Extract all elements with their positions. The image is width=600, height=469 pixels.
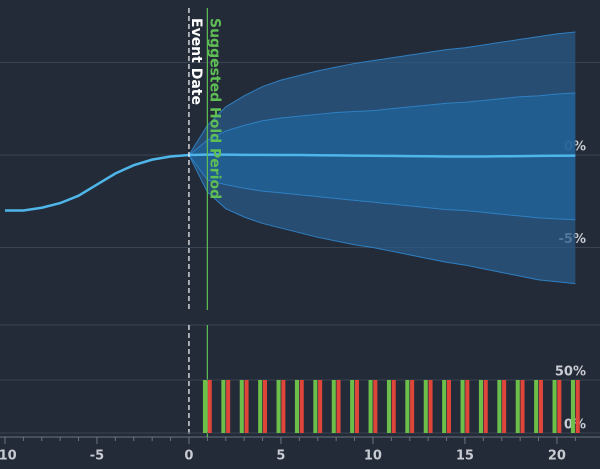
bar	[331, 380, 336, 434]
bar	[405, 380, 410, 434]
bar	[575, 380, 580, 434]
bar	[497, 380, 502, 434]
x-tick-label: -5	[90, 449, 104, 464]
x-tick-label: -10	[0, 449, 17, 464]
bar	[244, 380, 249, 434]
bar	[226, 380, 231, 434]
bar	[538, 380, 543, 434]
x-tick-label: 15	[456, 449, 474, 464]
x-tick-label: 0	[184, 449, 193, 464]
bar	[442, 380, 447, 434]
annotation-label: Event Date	[188, 18, 204, 105]
bar	[318, 380, 323, 434]
bar	[515, 380, 520, 434]
x-tick-label: 5	[276, 449, 285, 464]
y-tick-label: 50%	[555, 365, 586, 380]
bar	[460, 380, 465, 434]
band-edge	[188, 154, 576, 285]
annotation-label: Suggested Hold Period	[206, 18, 222, 199]
band-edge	[188, 31, 576, 156]
bar	[386, 380, 391, 434]
bar	[281, 380, 286, 434]
bar	[570, 380, 575, 434]
bar	[313, 380, 318, 434]
bar	[410, 380, 415, 434]
band-edge	[188, 92, 576, 156]
bar	[239, 380, 244, 434]
bar	[446, 380, 451, 434]
bar	[262, 380, 267, 434]
bar	[202, 380, 207, 434]
bar	[258, 380, 263, 434]
bar	[350, 380, 355, 434]
bar	[368, 380, 373, 434]
bar	[299, 380, 304, 434]
bar	[557, 380, 562, 434]
bar	[354, 380, 359, 434]
band-edge	[188, 154, 576, 221]
x-tick-label: 10	[364, 449, 382, 464]
bar	[520, 380, 525, 434]
bar	[373, 380, 378, 434]
bar	[465, 380, 470, 434]
bar	[207, 380, 212, 434]
bar	[276, 380, 281, 434]
bar	[428, 380, 433, 434]
bar	[534, 380, 539, 434]
x-tick-label: 20	[548, 449, 566, 464]
bar	[391, 380, 396, 434]
bar	[294, 380, 299, 434]
bar	[221, 380, 226, 434]
bar	[502, 380, 507, 434]
bar	[483, 380, 488, 434]
bar	[336, 380, 341, 434]
bar	[478, 380, 483, 434]
bar	[423, 380, 428, 434]
line	[4, 153, 576, 212]
bar	[552, 380, 557, 434]
